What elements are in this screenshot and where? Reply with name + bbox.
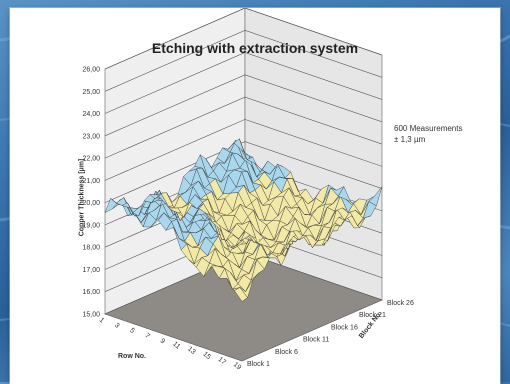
z-tick-label: 19,00 [82,222,100,229]
row-tick-label: 1 [98,317,106,325]
floor-plane [104,252,383,362]
z-tick-label: 22,00 [82,156,100,163]
measurement-count: 600 Measurements [394,124,463,133]
block-tick-label: Block 16 [331,324,358,331]
z-tick-label: 24,00 [82,111,100,118]
z-tick-label: 23,00 [82,133,100,140]
block-tick-label: Block 1 [247,361,270,368]
measurement-note: 600 Measurements ± 1,3 µm [394,123,462,145]
row-tick-label: 3 [113,322,121,330]
measurement-tolerance: ± 1,3 µm [394,135,426,144]
block-tick-label: Block 11 [303,337,329,344]
block-tick-label: Block 26 [387,300,414,307]
z-gridline [104,29,383,92]
z-gridline [104,8,383,70]
z-gridline [104,119,383,181]
row-tick-label: 11 [171,341,181,351]
row-tick-label: 5 [128,327,136,335]
z-tick-label: 16,00 [82,289,100,296]
chart-title: Etching with extraction system [151,40,359,56]
row-tick-label: 19 [232,361,243,371]
row-tick-label: 13 [186,345,197,355]
row-tick-label: 17 [217,356,228,366]
z-axis-label: Copper Thickness [µm] [78,158,86,237]
z-tick-label: 17,00 [82,267,100,274]
block-tick-label: Block 6 [275,349,298,356]
z-gridline [104,74,383,137]
row-tick-label: 15 [201,351,212,361]
chart-plot-area: 15,00 16,00 17,00 18,00 19,00 20,00 21,00 22,00… [82,8,414,372]
row-tick-label: 7 [143,332,151,340]
block-tick-label: Block 21 [359,312,386,319]
z-gridline [104,141,383,203]
row-tick-label: 9 [159,338,167,346]
z-tick-label: 18,00 [82,245,100,252]
z-tick-label: 26,00 [82,67,100,74]
chart-panel: 15,00 16,00 17,00 18,00 19,00 20,00 21,00 22,00… [10,8,500,384]
z-gridline [104,96,383,159]
z-tick-label: 21,00 [82,178,100,185]
z-tick-label: 25,00 [82,89,100,96]
z-tick-label: 20,00 [82,200,100,207]
surface-cell [368,186,383,207]
row-axis-title: Row No. [118,353,146,360]
z-tick-label: 15,00 [82,312,100,319]
z-gridline [104,52,383,114]
